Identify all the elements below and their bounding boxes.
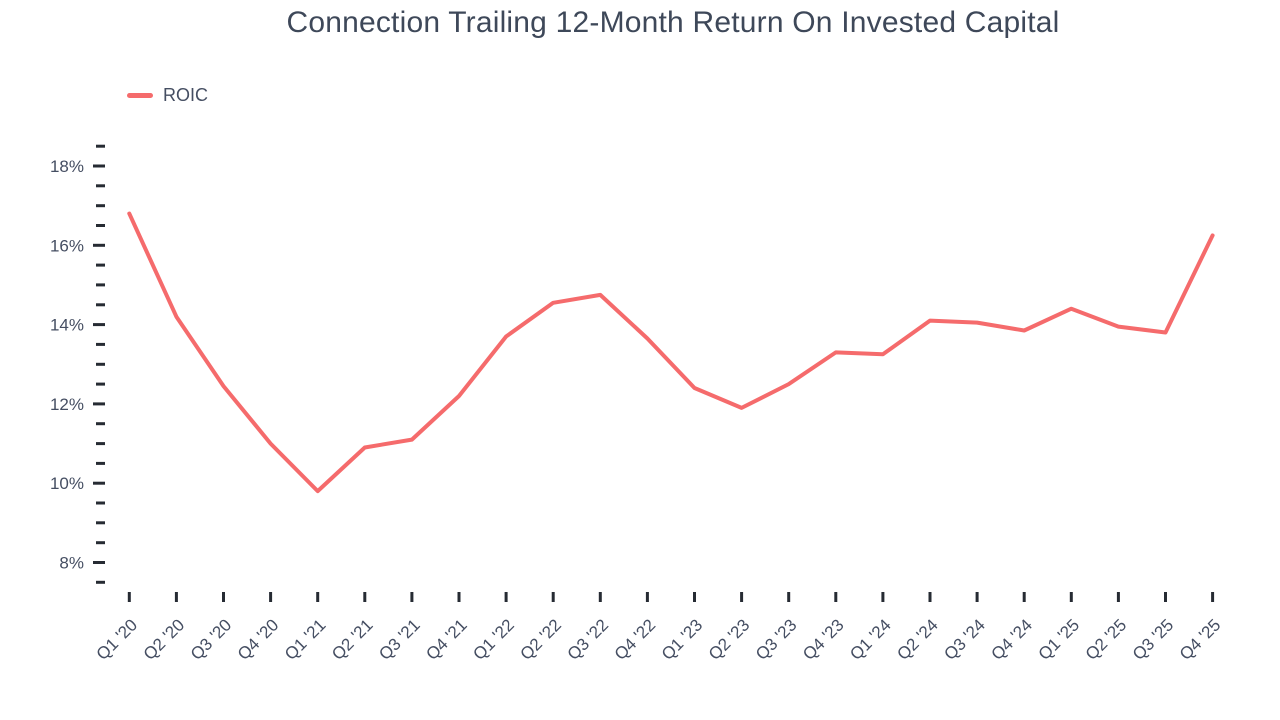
legend-label: ROIC: [163, 85, 208, 105]
roic-line: [127, 211, 1215, 494]
x-axis-tick-label: Q4 '23: [799, 615, 847, 663]
y-axis-tick-label: 8%: [59, 554, 84, 573]
y-axis-tick-label: 12%: [50, 395, 84, 414]
x-axis-tick-label: Q2 '23: [705, 615, 753, 663]
legend-line-swatch: [127, 93, 153, 98]
x-axis-tick-label: Q2 '24: [893, 615, 941, 663]
x-axis-tick-label: Q1 '22: [469, 615, 517, 663]
x-axis-tick-label: Q1 '24: [846, 615, 894, 663]
x-axis-tick-label: Q2 '22: [517, 615, 565, 663]
y-axis-tick-label: 10%: [50, 474, 84, 493]
y-axis-tick-label: 18%: [50, 157, 84, 176]
x-axis-tick-label: Q3 '25: [1129, 615, 1177, 663]
x-axis-tick-label: Q3 '23: [752, 615, 800, 663]
x-axis-tick-label: Q3 '24: [940, 615, 988, 663]
x-axis-tick-label: Q3 '21: [375, 615, 423, 663]
x-axis-tick-label: Q4 '20: [234, 615, 282, 663]
x-axis-tick-label: Q4 '22: [611, 615, 659, 663]
x-axis-tick-label: Q1 '23: [658, 615, 706, 663]
x-axis-tick-label: Q4 '24: [988, 615, 1036, 663]
x-axis-tick-label: Q2 '25: [1082, 615, 1130, 663]
x-axis-tick-label: Q2 '21: [328, 615, 376, 663]
y-axis-tick-label: 16%: [50, 236, 84, 255]
x-axis-tick-label: Q4 '21: [422, 615, 470, 663]
x-axis-tick-label: Q3 '20: [187, 615, 235, 663]
y-axis-tick-label: 14%: [50, 316, 84, 335]
x-axis-tick-label: Q1 '25: [1035, 615, 1083, 663]
legend-item-roic[interactable]: ROIC: [127, 85, 208, 106]
x-axis-tick-label: Q1 '21: [281, 615, 329, 663]
chart-title: Connection Trailing 12-Month Return On I…: [286, 6, 1060, 39]
x-axis-tick-label: Q1 '20: [93, 615, 141, 663]
x-axis-tick-label: Q4 '25: [1176, 615, 1224, 663]
x-axis-tick-label: Q3 '22: [564, 615, 612, 663]
x-axis-tick-label: Q2 '20: [140, 615, 188, 663]
